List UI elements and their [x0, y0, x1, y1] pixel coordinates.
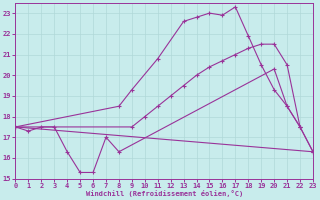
X-axis label: Windchill (Refroidissement éolien,°C): Windchill (Refroidissement éolien,°C): [85, 190, 243, 197]
